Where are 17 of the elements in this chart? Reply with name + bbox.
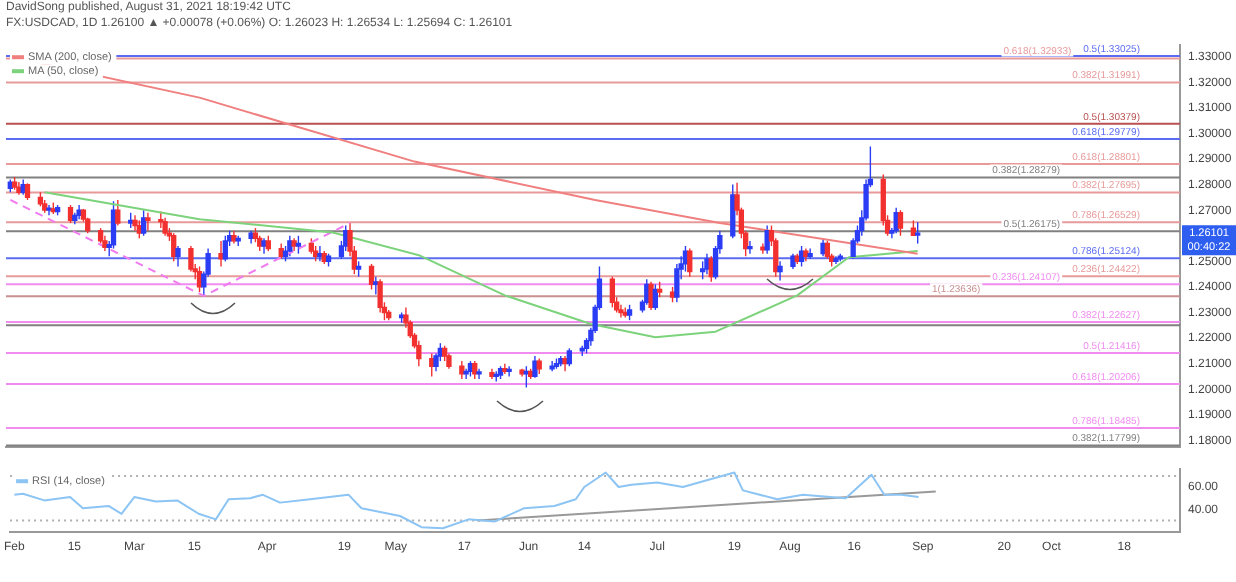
candlestick — [704, 252, 710, 275]
candlestick — [777, 260, 783, 282]
candlestick — [115, 199, 121, 227]
candlestick — [175, 245, 181, 268]
candlestick — [687, 247, 693, 278]
candlestick — [140, 209, 147, 237]
candlestick — [506, 365, 512, 378]
candlestick — [145, 212, 151, 232]
candlestick — [188, 245, 194, 273]
candlestick — [222, 235, 228, 263]
candlestick — [609, 276, 616, 309]
candlestick — [674, 263, 680, 303]
candlestick — [648, 281, 654, 311]
candlestick — [377, 278, 383, 314]
candlestick — [416, 339, 422, 367]
candlestick — [897, 209, 904, 237]
candlestick — [747, 240, 753, 255]
